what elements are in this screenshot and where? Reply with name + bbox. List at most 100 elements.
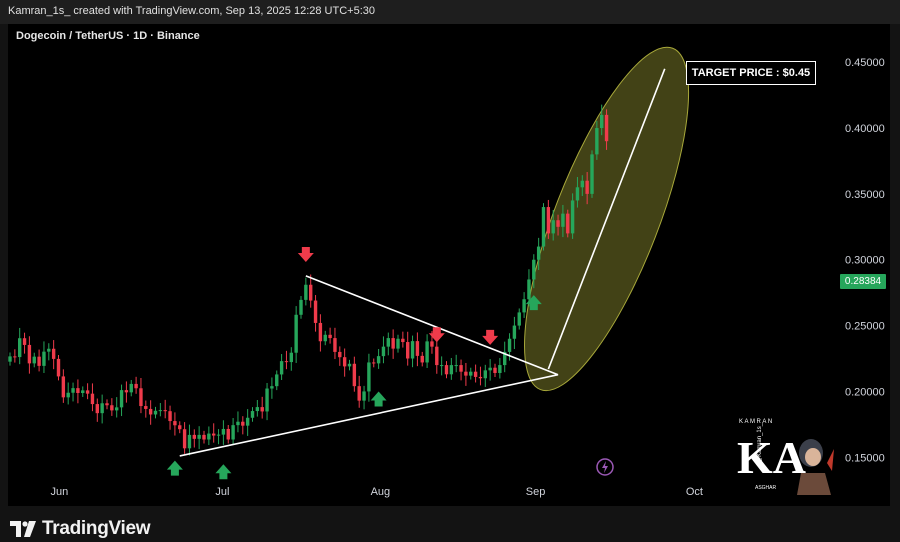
candle-body <box>51 348 56 359</box>
candle-body <box>289 352 293 363</box>
candle-body <box>376 356 381 364</box>
candle-body <box>13 356 17 358</box>
candle-body <box>546 207 551 234</box>
candle-body <box>585 180 589 194</box>
candle-body <box>27 344 32 364</box>
candle-body <box>415 341 420 356</box>
candle-body <box>367 362 371 392</box>
candle-body <box>279 361 284 375</box>
candle-body <box>299 299 303 315</box>
candle-body <box>483 370 487 379</box>
candle-body <box>566 213 570 234</box>
candle-body <box>352 363 357 387</box>
candle-body <box>580 180 584 188</box>
candle-body <box>473 371 478 377</box>
candle-body <box>391 338 395 349</box>
candle-body <box>454 365 458 367</box>
candle-body <box>362 391 366 401</box>
candle-body <box>260 407 264 412</box>
candle-body <box>270 386 274 389</box>
sell-arrow-icon <box>297 246 314 262</box>
symbol-title[interactable]: Dogecoin / TetherUS · 1D · Binance <box>16 30 200 42</box>
candle-body <box>163 410 167 412</box>
descending-trendline <box>305 275 559 376</box>
candle-body <box>245 417 250 426</box>
candle-body <box>478 376 483 379</box>
candle-body <box>328 334 332 339</box>
watermark-monogram: KA <box>737 432 806 483</box>
y-tick-label: 0.25000 <box>845 321 885 333</box>
candle-body <box>522 299 526 313</box>
x-tick-label: Jun <box>51 486 69 498</box>
candle-body <box>507 338 512 352</box>
buy-arrow-icon <box>525 295 542 311</box>
tradingview-logo-text: TradingView <box>42 518 151 539</box>
candle-body <box>410 341 415 359</box>
candle-body <box>265 388 269 412</box>
candle-body <box>119 390 124 408</box>
candle-body <box>469 371 473 376</box>
candle-body <box>551 220 555 234</box>
ascending-trendline <box>179 373 559 457</box>
candle-body <box>182 429 187 449</box>
y-tick-label: 0.35000 <box>845 189 885 201</box>
candle-body <box>386 338 390 347</box>
attribution-text: Kamran_1s_ created with TradingView.com,… <box>8 5 375 17</box>
target-projection-line <box>547 68 666 370</box>
candle-body <box>517 312 521 326</box>
candle-body <box>129 383 133 393</box>
candle-body <box>85 390 90 394</box>
x-tick-label: Jul <box>215 486 229 498</box>
candle-body <box>90 393 95 405</box>
candle-body <box>575 187 580 201</box>
candle-body <box>95 404 99 414</box>
candle-body <box>187 434 192 449</box>
candle-body <box>430 341 434 347</box>
sell-arrow-icon <box>482 329 499 345</box>
candle-body <box>158 410 163 412</box>
author-watermark: KAMRAN KA @Kamran_1s_ ASGHAR <box>737 419 834 495</box>
candle-body <box>435 346 439 366</box>
candle-body <box>401 338 405 343</box>
candle-body <box>333 338 337 352</box>
candle-body <box>8 356 12 362</box>
y-tick-label: 0.30000 <box>845 255 885 267</box>
candle-body <box>18 338 22 358</box>
candle-body <box>600 114 604 129</box>
candle-body <box>178 425 182 430</box>
candle-body <box>134 383 138 389</box>
chart-area[interactable] <box>8 24 890 506</box>
target-price-box: TARGET PRICE : $0.45 <box>686 61 816 85</box>
x-tick-label: Aug <box>371 486 391 498</box>
candle-body <box>139 388 143 407</box>
candle-body <box>255 407 260 412</box>
candle-body <box>76 388 80 394</box>
candle-body <box>595 128 599 155</box>
candle-body <box>148 408 153 415</box>
x-tick-label: Oct <box>686 486 703 498</box>
buy-arrow-icon <box>215 464 232 480</box>
candle-body <box>42 351 46 366</box>
candle-body <box>313 300 318 323</box>
candle-body <box>459 365 463 372</box>
candle-body <box>439 365 444 367</box>
candle-body <box>22 338 27 345</box>
candle-body <box>236 421 240 426</box>
candle-body <box>250 411 255 418</box>
x-tick-label: Sep <box>526 486 546 498</box>
replay-icon <box>596 458 614 476</box>
tradingview-logo[interactable]: TradingView <box>10 518 151 540</box>
candle-body <box>216 434 221 436</box>
watermark-top-text: KAMRAN <box>739 419 774 425</box>
candle-body <box>338 351 342 358</box>
candle-body <box>449 365 454 375</box>
candle-body <box>323 334 327 342</box>
candle-body <box>105 403 109 406</box>
candle-body <box>342 357 347 367</box>
lightning-icon <box>602 461 608 473</box>
candle-body <box>425 341 429 363</box>
candle-body <box>372 362 376 364</box>
candle-body <box>115 407 119 411</box>
candle-body <box>81 390 85 394</box>
